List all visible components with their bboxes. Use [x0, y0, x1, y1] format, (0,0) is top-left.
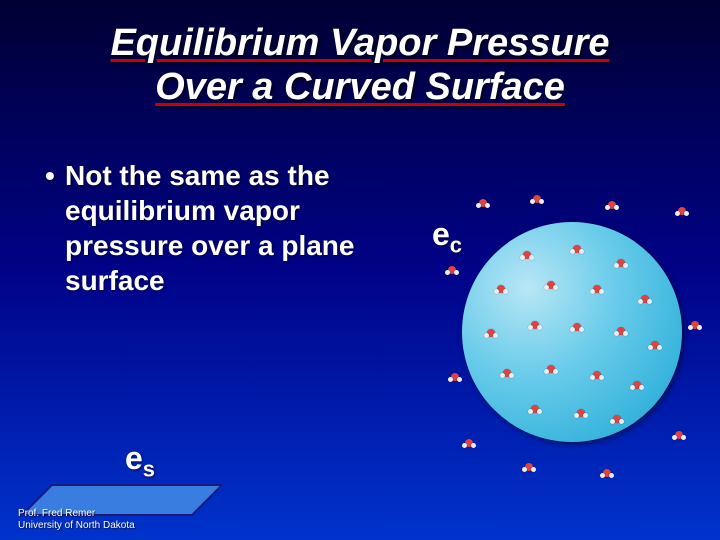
- water-molecule-icon: [528, 404, 542, 414]
- water-molecule-icon: [484, 328, 498, 338]
- water-molecule-icon: [600, 468, 614, 478]
- water-molecule-icon: [520, 250, 534, 260]
- water-molecule-icon: [638, 294, 652, 304]
- water-molecule-icon: [574, 408, 588, 418]
- water-molecule-icon: [614, 258, 628, 268]
- slide-title: Equilibrium Vapor Pressure Over a Curved…: [0, 0, 720, 109]
- water-molecule-icon: [648, 340, 662, 350]
- water-molecule-icon: [494, 284, 508, 294]
- water-molecule-icon: [630, 380, 644, 390]
- water-molecule-icon: [448, 372, 462, 382]
- water-molecule-icon: [590, 284, 604, 294]
- water-molecule-icon: [570, 322, 584, 332]
- water-molecule-icon: [544, 280, 558, 290]
- footer-attribution: Prof. Fred Remer University of North Dak…: [18, 508, 135, 532]
- water-molecule-icon: [614, 326, 628, 336]
- water-molecule-icon: [688, 320, 702, 330]
- water-molecule-icon: [528, 320, 542, 330]
- water-molecule-icon: [605, 200, 619, 210]
- water-molecule-icon: [544, 364, 558, 374]
- water-molecule-icon: [570, 244, 584, 254]
- water-molecule-icon: [675, 206, 689, 216]
- water-molecule-icon: [522, 462, 536, 472]
- water-molecule-icon: [445, 265, 459, 275]
- bullet-point: Not the same as the equilibrium vapor pr…: [65, 158, 395, 298]
- droplet-circle: [462, 222, 682, 442]
- water-molecule-icon: [462, 438, 476, 448]
- water-molecule-icon: [530, 194, 544, 204]
- label-ec: ec: [432, 216, 462, 258]
- water-molecule-icon: [476, 198, 490, 208]
- water-molecule-icon: [672, 430, 686, 440]
- water-molecule-icon: [610, 414, 624, 424]
- water-molecule-icon: [590, 370, 604, 380]
- water-molecule-icon: [500, 368, 514, 378]
- label-es: es: [125, 440, 155, 482]
